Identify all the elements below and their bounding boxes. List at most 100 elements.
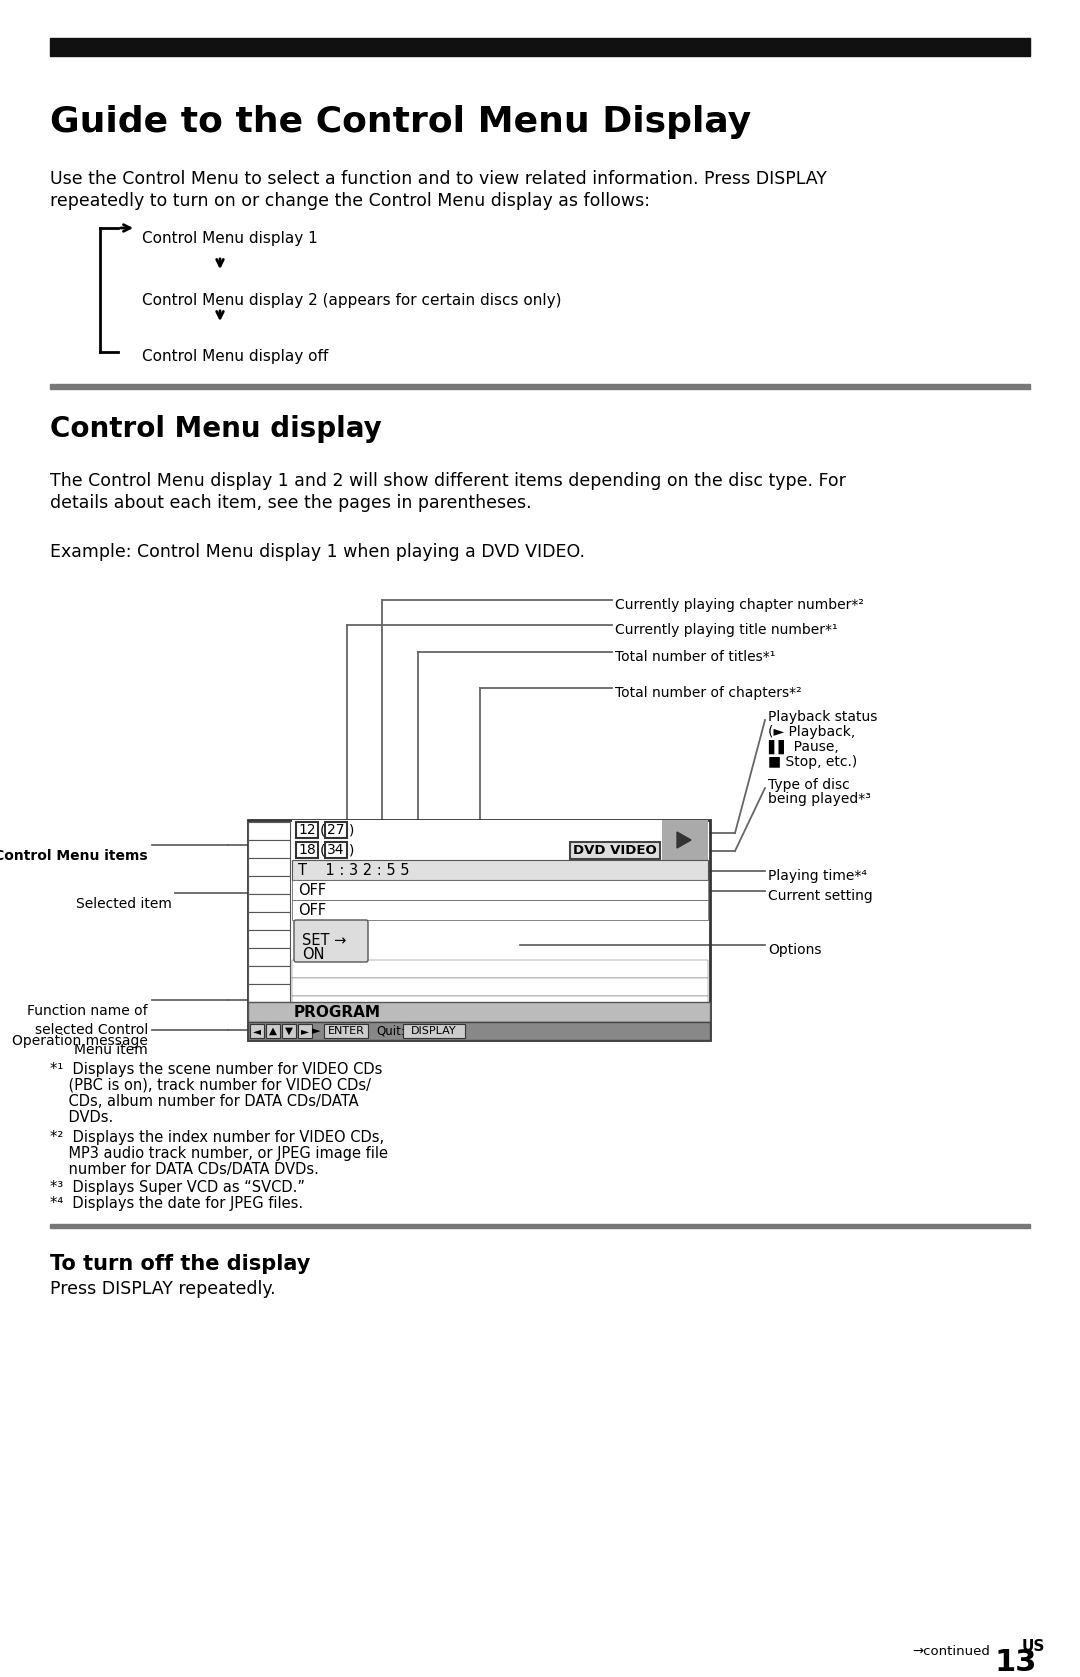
Text: ■ Stop, etc.): ■ Stop, etc.)	[768, 755, 858, 770]
Text: ): )	[349, 823, 354, 837]
Bar	[249, 1025, 264, 1038]
Text: Control Menu display off: Control Menu display off	[141, 349, 328, 364]
Bar	[570, 842, 660, 859]
Bar	[248, 948, 291, 966]
Text: ►: ►	[301, 1026, 309, 1036]
Bar	[248, 820, 710, 1040]
Text: Total number of titles*¹: Total number of titles*¹	[615, 651, 775, 664]
Bar	[248, 1021, 710, 1040]
Text: Control Menu display: Control Menu display	[50, 414, 381, 443]
Bar	[292, 978, 708, 996]
Bar	[292, 820, 708, 840]
Text: Use the Control Menu to select a function and to view related information. Press: Use the Control Menu to select a functio…	[50, 169, 827, 188]
Text: number for DATA CDs/DATA DVDs.: number for DATA CDs/DATA DVDs.	[50, 1162, 319, 1177]
Text: ON: ON	[302, 946, 324, 961]
Text: Playing time*⁴: Playing time*⁴	[768, 869, 867, 884]
Text: ENTER: ENTER	[327, 1026, 364, 1036]
Text: PROGRAM: PROGRAM	[294, 1005, 381, 1020]
Bar	[248, 859, 291, 875]
Text: The Control Menu display 1 and 2 will show different items depending on the disc: The Control Menu display 1 and 2 will sh…	[50, 471, 846, 490]
Bar	[248, 1001, 710, 1021]
Bar	[282, 1025, 296, 1038]
Text: Currently playing title number*¹: Currently playing title number*¹	[615, 622, 838, 637]
Text: Current setting: Current setting	[768, 889, 873, 902]
Text: DVDs.: DVDs.	[50, 1110, 113, 1125]
Bar	[248, 875, 291, 894]
Bar	[292, 820, 708, 860]
Bar	[248, 822, 291, 840]
Bar	[292, 901, 708, 921]
Text: OFF: OFF	[298, 882, 326, 897]
Bar	[325, 842, 347, 859]
Bar	[292, 860, 708, 880]
Text: Function name of
selected Control
Menu item: Function name of selected Control Menu i…	[27, 1005, 148, 1057]
Text: 13: 13	[995, 1648, 1038, 1677]
Text: To turn off the display: To turn off the display	[50, 1254, 310, 1275]
Text: Currently playing chapter number*²: Currently playing chapter number*²	[615, 599, 864, 612]
Bar	[325, 822, 347, 838]
Bar	[248, 894, 291, 912]
Text: details about each item, see the pages in parentheses.: details about each item, see the pages i…	[50, 495, 531, 511]
Text: Control Menu items: Control Menu items	[0, 849, 148, 864]
Text: 34: 34	[327, 844, 345, 857]
Bar	[266, 1025, 280, 1038]
Text: *²  Displays the index number for VIDEO CDs,: *² Displays the index number for VIDEO C…	[50, 1130, 384, 1145]
Bar	[298, 1025, 312, 1038]
Text: (► Playback,: (► Playback,	[768, 724, 855, 740]
Text: Options: Options	[768, 942, 822, 958]
Text: Operation message: Operation message	[12, 1035, 148, 1048]
Text: Total number of chapters*²: Total number of chapters*²	[615, 686, 801, 699]
Text: repeatedly to turn on or change the Control Menu display as follows:: repeatedly to turn on or change the Cont…	[50, 191, 650, 210]
Text: MP3 audio track number, or JPEG image file: MP3 audio track number, or JPEG image fi…	[50, 1145, 388, 1160]
Text: being played*³: being played*³	[768, 792, 870, 807]
Text: *¹  Displays the scene number for VIDEO CDs: *¹ Displays the scene number for VIDEO C…	[50, 1062, 382, 1077]
Bar	[248, 931, 291, 948]
Text: CDs, album number for DATA CDs/DATA: CDs, album number for DATA CDs/DATA	[50, 1093, 359, 1108]
Text: DISPLAY: DISPLAY	[411, 1026, 457, 1036]
Bar	[248, 840, 291, 859]
Text: ◄: ◄	[253, 1026, 261, 1036]
Text: (: (	[320, 823, 325, 837]
Text: (PBC is on), track number for VIDEO CDs/: (PBC is on), track number for VIDEO CDs/	[50, 1078, 372, 1093]
Text: Type of disc: Type of disc	[768, 778, 850, 792]
Text: SET →: SET →	[302, 932, 347, 948]
Text: Guide to the Control Menu Display: Guide to the Control Menu Display	[50, 106, 751, 139]
Text: ▼: ▼	[285, 1026, 293, 1036]
Text: ►: ►	[312, 1026, 321, 1036]
Text: Example: Control Menu display 1 when playing a DVD VIDEO.: Example: Control Menu display 1 when pla…	[50, 543, 585, 562]
Text: ▌▌ Pause,: ▌▌ Pause,	[768, 740, 839, 755]
Bar	[292, 840, 662, 860]
Bar	[662, 820, 708, 860]
Text: T    1 : 3 2 : 5 5: T 1 : 3 2 : 5 5	[298, 862, 409, 877]
Bar	[50, 39, 1030, 55]
Bar	[292, 996, 708, 1015]
Text: Quit:: Quit:	[376, 1025, 405, 1038]
Bar	[292, 959, 708, 978]
Text: US: US	[1022, 1638, 1045, 1654]
Text: 18: 18	[298, 844, 315, 857]
Bar	[296, 822, 318, 838]
Text: DVD VIDEO: DVD VIDEO	[573, 844, 657, 857]
Bar	[296, 842, 318, 859]
Text: ▲: ▲	[269, 1026, 276, 1036]
Text: Press DISPLAY repeatedly.: Press DISPLAY repeatedly.	[50, 1280, 275, 1298]
Text: ): )	[349, 844, 354, 857]
Text: Playback status: Playback status	[768, 709, 877, 724]
Text: Control Menu display 1: Control Menu display 1	[141, 231, 318, 247]
FancyBboxPatch shape	[294, 921, 368, 963]
Bar	[403, 1025, 465, 1038]
Polygon shape	[677, 832, 691, 849]
Bar	[248, 966, 291, 984]
Bar	[292, 1015, 708, 1031]
Text: *⁴  Displays the date for JPEG files.: *⁴ Displays the date for JPEG files.	[50, 1196, 303, 1211]
Text: (: (	[320, 844, 325, 857]
Bar	[248, 984, 291, 1001]
Text: *³  Displays Super VCD as “SVCD.”: *³ Displays Super VCD as “SVCD.”	[50, 1181, 305, 1196]
Text: 27: 27	[327, 823, 345, 837]
Text: 12: 12	[298, 823, 315, 837]
Bar	[248, 912, 291, 931]
Text: →continued: →continued	[913, 1645, 990, 1659]
Text: OFF: OFF	[298, 902, 326, 917]
Bar	[292, 880, 708, 901]
Text: Control Menu display 2 (appears for certain discs only): Control Menu display 2 (appears for cert…	[141, 293, 562, 309]
